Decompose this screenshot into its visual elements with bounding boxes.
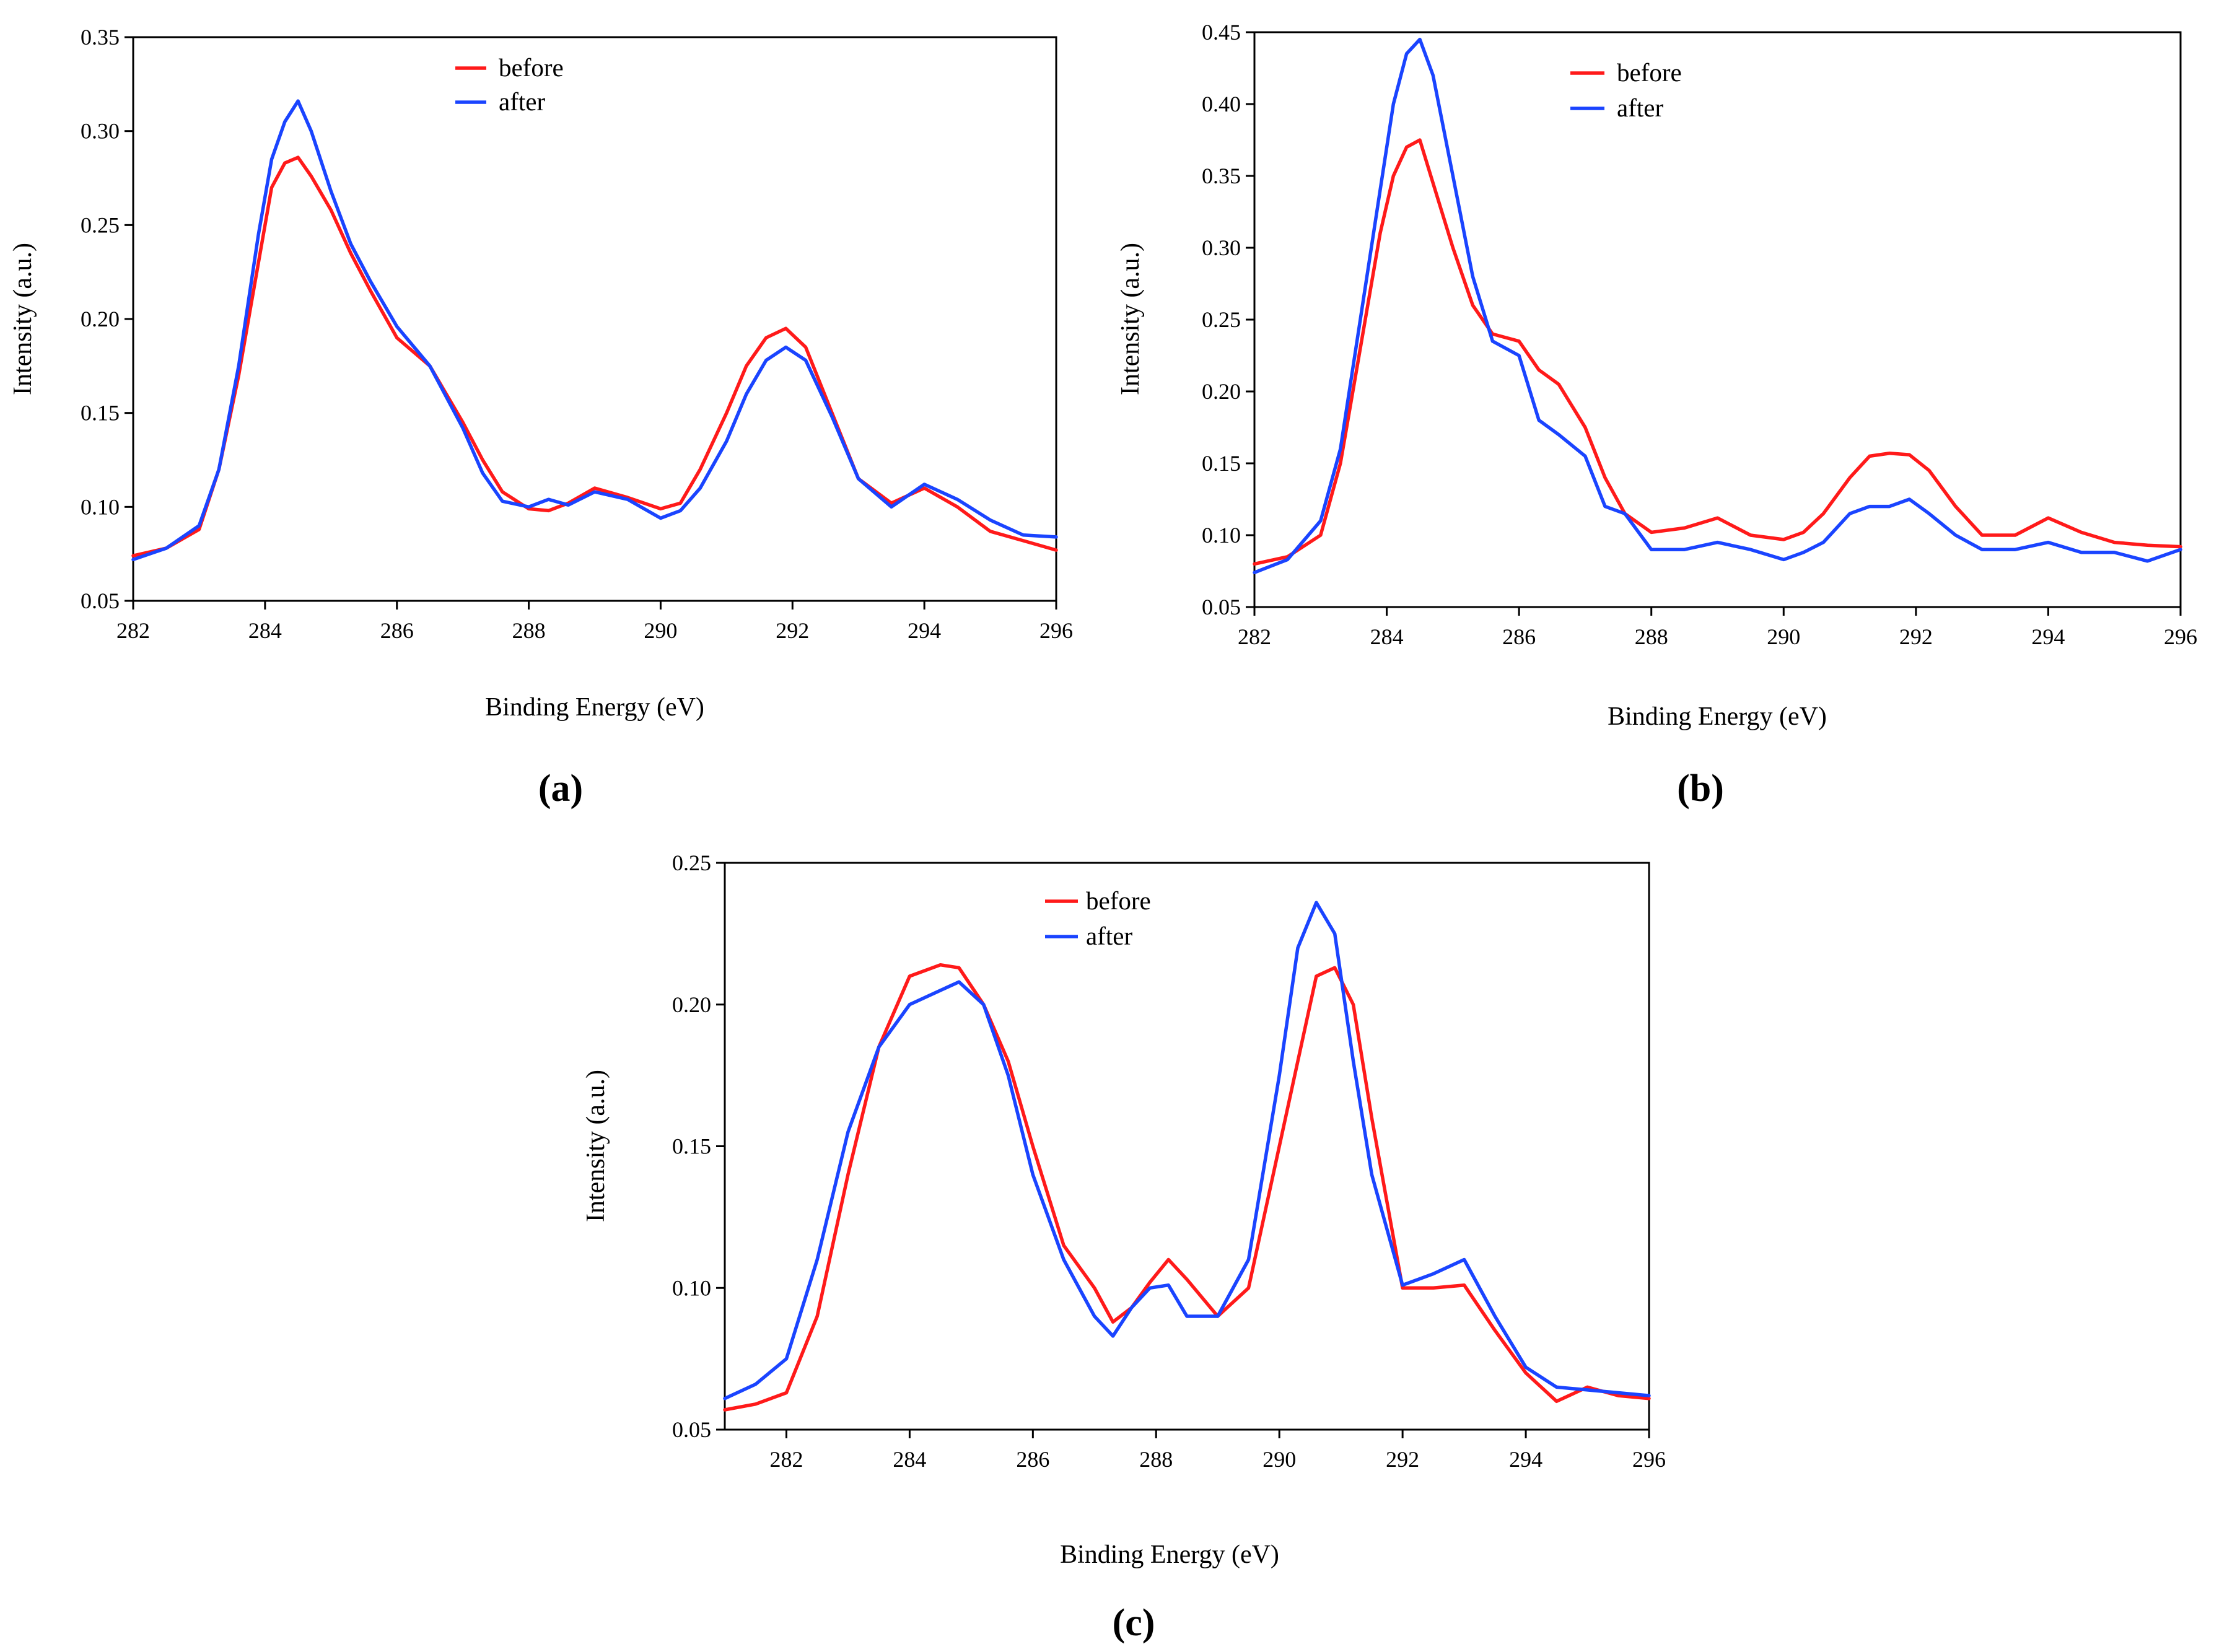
y-tick-label-a: 0.25 <box>81 212 120 237</box>
y-tick-label-c: 0.20 <box>672 992 711 1017</box>
x-tick-label-c: 284 <box>893 1447 926 1472</box>
legend-label-after-a: after <box>499 87 545 116</box>
series-line-before-c <box>723 963 1651 1412</box>
y-tick-label-b: 0.10 <box>1202 523 1241 548</box>
legend-label-after-c: after <box>1086 922 1132 950</box>
legend-label-before-c: before <box>1086 886 1151 915</box>
x-tick-label-c: 286 <box>1016 1447 1049 1472</box>
series-line-after-b <box>1253 37 2182 575</box>
x-tick-label-b: 282 <box>1238 624 1271 649</box>
y-tick-label-c: 0.05 <box>672 1417 711 1442</box>
x-tick-label-a: 294 <box>908 618 941 643</box>
series-line-before-b <box>1253 138 2182 566</box>
x-tick-label-a: 286 <box>380 618 414 643</box>
panel-caption-a: (a) <box>538 767 583 810</box>
y-tick-label-c: 0.15 <box>672 1134 711 1159</box>
y-tick-label-a: 0.05 <box>81 588 120 613</box>
x-tick-label-a: 284 <box>248 618 282 643</box>
x-tick-label-b: 292 <box>1899 624 1933 649</box>
y-tick-label-c: 0.25 <box>672 850 711 875</box>
x-axis-label-c: Binding Energy (eV) <box>1060 1541 1279 1569</box>
panel-a: 282 284 286 288 290 292 294 296 0.05 0.10 0.15 0.20… <box>9 25 1073 810</box>
y-tick-label-b: 0.35 <box>1202 164 1241 188</box>
y-tick-label-b: 0.40 <box>1202 92 1241 116</box>
series-line-after-a <box>131 99 1058 562</box>
x-tick-label-c: 292 <box>1386 1447 1419 1472</box>
y-tick-label-b: 0.05 <box>1202 595 1241 619</box>
y-tick-label-b: 0.20 <box>1202 379 1241 404</box>
y-axis-label-a: Intensity (a.u.) <box>9 243 37 395</box>
legend-label-after-b: after <box>1617 94 1663 122</box>
y-tick-label-a: 0.35 <box>81 25 120 50</box>
y-axis-label-c: Intensity (a.u.) <box>582 1070 610 1222</box>
x-tick-label-c: 288 <box>1139 1447 1173 1472</box>
legend-label-before-b: before <box>1617 58 1682 87</box>
legend-a: before after <box>455 53 564 116</box>
panel-caption-b: (b) <box>1677 767 1724 810</box>
y-tick-label-c: 0.10 <box>672 1275 711 1300</box>
legend-b: before after <box>1570 58 1682 122</box>
x-axis-label-b: Binding Energy (eV) <box>1608 702 1827 731</box>
x-tick-label-b: 296 <box>2164 624 2197 649</box>
y-tick-label-a: 0.15 <box>81 401 120 426</box>
y-tick-label-b: 0.30 <box>1202 235 1241 260</box>
x-tick-label-b: 288 <box>1635 624 1668 649</box>
legend-c: before after <box>1045 886 1151 950</box>
x-tick-label-a: 292 <box>776 618 809 643</box>
series-line-before-a <box>131 155 1058 557</box>
x-tick-label-a: 290 <box>644 618 677 643</box>
x-tick-label-c: 294 <box>1509 1447 1542 1472</box>
panel-b: 282 284 286 288 290 292 294 296 0.05 0.10 0.15 0.20… <box>1116 20 2197 810</box>
y-axis-label-b: Intensity (a.u.) <box>1116 243 1145 395</box>
panel-c: 282 284 286 288 290 292 294 296 0.05 0.10 0.15 0.20… <box>582 850 1666 1644</box>
legend-label-before-a: before <box>499 53 564 82</box>
y-tick-label-b: 0.45 <box>1202 20 1241 45</box>
x-tick-label-a: 296 <box>1039 618 1073 643</box>
x-tick-label-c: 296 <box>1632 1447 1666 1472</box>
y-tick-label-b: 0.25 <box>1202 307 1241 332</box>
x-tick-label-a: 288 <box>512 618 546 643</box>
x-tick-label-b: 286 <box>1502 624 1536 649</box>
plot-frame-a <box>132 36 1057 602</box>
x-tick-label-b: 284 <box>1370 624 1404 649</box>
y-tick-label-b: 0.15 <box>1202 451 1241 476</box>
y-tick-label-a: 0.10 <box>81 494 120 519</box>
series-line-after-c <box>723 901 1651 1401</box>
x-tick-label-b: 294 <box>2031 624 2065 649</box>
y-tick-label-a: 0.30 <box>81 119 120 144</box>
y-tick-label-a: 0.20 <box>81 307 120 331</box>
x-axis-label-a: Binding Energy (eV) <box>485 693 704 722</box>
x-tick-label-a: 282 <box>116 618 150 643</box>
x-tick-label-c: 290 <box>1262 1447 1296 1472</box>
x-tick-label-c: 282 <box>769 1447 803 1472</box>
panel-caption-c: (c) <box>1113 1602 1155 1644</box>
x-tick-label-b: 290 <box>1767 624 1800 649</box>
